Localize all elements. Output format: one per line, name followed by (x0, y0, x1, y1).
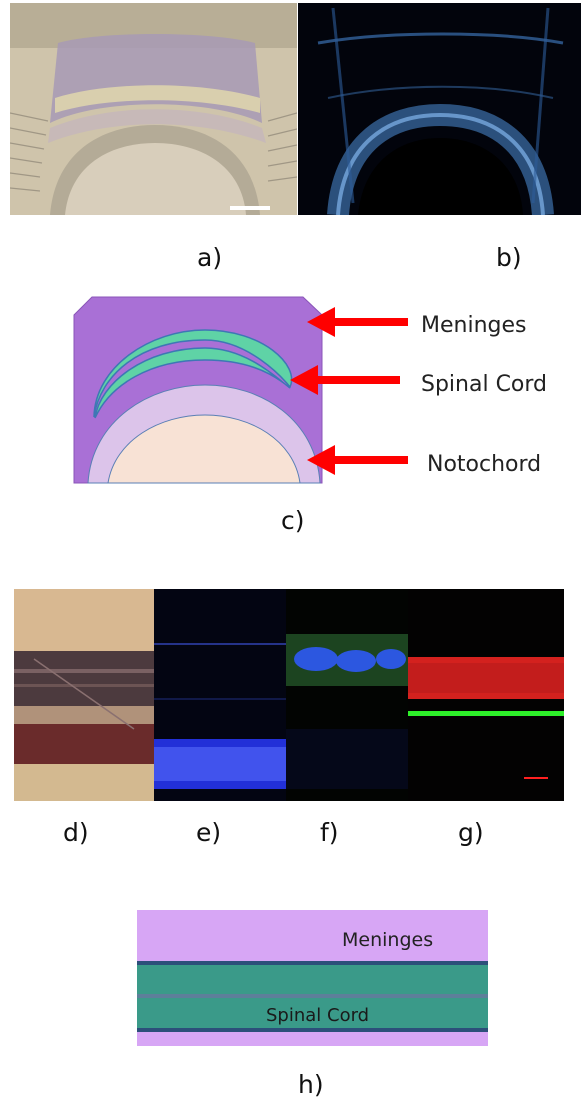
micrograph-g-image (408, 589, 564, 801)
micrograph-b (298, 3, 581, 217)
label-spinal-cord: Spinal Cord (421, 372, 548, 397)
band-line-bottom (137, 1028, 488, 1032)
panel-label-g: g) (458, 818, 484, 847)
arrow-spinal-cord (290, 365, 400, 395)
micrograph-d-image (14, 589, 154, 801)
panel-label-a: a) (197, 243, 223, 272)
micrograph-a-image (9, 3, 298, 215)
panel-label-c: c) (281, 506, 305, 535)
micrograph-e (154, 589, 286, 801)
label-notochord: Notochord (427, 452, 542, 477)
band-line-top (137, 961, 488, 965)
spinal-cord-lower (94, 347, 291, 419)
panel-label-f: f) (320, 818, 339, 847)
micrograph-f-image (286, 589, 408, 801)
notochord-inner (107, 414, 301, 484)
micrograph-f (286, 589, 408, 801)
diagram-c (0, 285, 581, 495)
micrograph-b-image (298, 3, 581, 217)
diagram-c-svg (73, 296, 408, 484)
panel-label-b: b) (496, 243, 522, 272)
label-meninges: Meninges (421, 313, 527, 338)
panel-label-e: e) (196, 818, 222, 847)
h-label-spinal-cord: Spinal Cord (266, 1005, 370, 1026)
band-line-middle (137, 994, 488, 998)
diagram-h-svg (137, 910, 488, 1046)
micrograph-e-image (154, 589, 286, 801)
panel-label-d: d) (63, 818, 89, 847)
spinal-cord-upper (93, 329, 293, 418)
h-label-meninges: Meninges (342, 929, 434, 951)
micrograph-a (9, 3, 298, 215)
micrograph-g (408, 589, 564, 801)
micrograph-d (14, 589, 154, 801)
arrow-meninges (307, 307, 408, 337)
panel-label-h: h) (298, 1070, 324, 1099)
diagram-h (137, 910, 488, 1046)
arrow-notochord (307, 445, 408, 475)
